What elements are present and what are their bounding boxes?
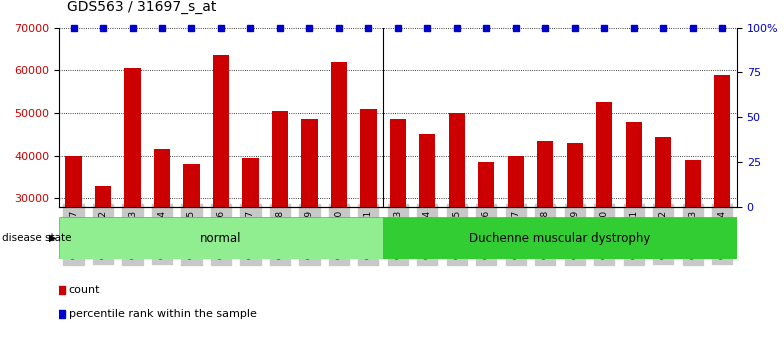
Bar	[655, 137, 671, 207]
Bar	[448, 113, 465, 207]
Bar	[390, 119, 406, 207]
Bar	[714, 75, 731, 207]
Bar	[361, 109, 376, 207]
Bar	[125, 68, 140, 207]
Bar	[596, 102, 612, 207]
Text: percentile rank within the sample: percentile rank within the sample	[68, 309, 256, 319]
Text: count: count	[68, 285, 100, 295]
Bar	[301, 119, 318, 207]
Bar	[242, 158, 259, 207]
Bar	[59, 217, 383, 259]
Bar	[419, 135, 435, 207]
Bar	[65, 156, 82, 207]
Text: ▶: ▶	[49, 233, 56, 243]
Text: Duchenne muscular dystrophy: Duchenne muscular dystrophy	[470, 231, 651, 245]
Bar	[567, 143, 583, 207]
Text: GDS563 / 31697_s_at: GDS563 / 31697_s_at	[67, 0, 216, 14]
Text: normal: normal	[200, 231, 241, 245]
Bar	[95, 186, 111, 207]
Bar	[331, 62, 347, 207]
Bar	[537, 141, 554, 207]
Bar	[478, 162, 495, 207]
Bar	[508, 156, 524, 207]
Bar	[383, 217, 737, 259]
Text: disease state: disease state	[2, 233, 74, 243]
Bar	[183, 164, 200, 207]
Bar	[626, 121, 642, 207]
Bar	[213, 55, 229, 207]
Bar	[684, 160, 701, 207]
Bar	[154, 149, 170, 207]
Bar	[272, 111, 288, 207]
